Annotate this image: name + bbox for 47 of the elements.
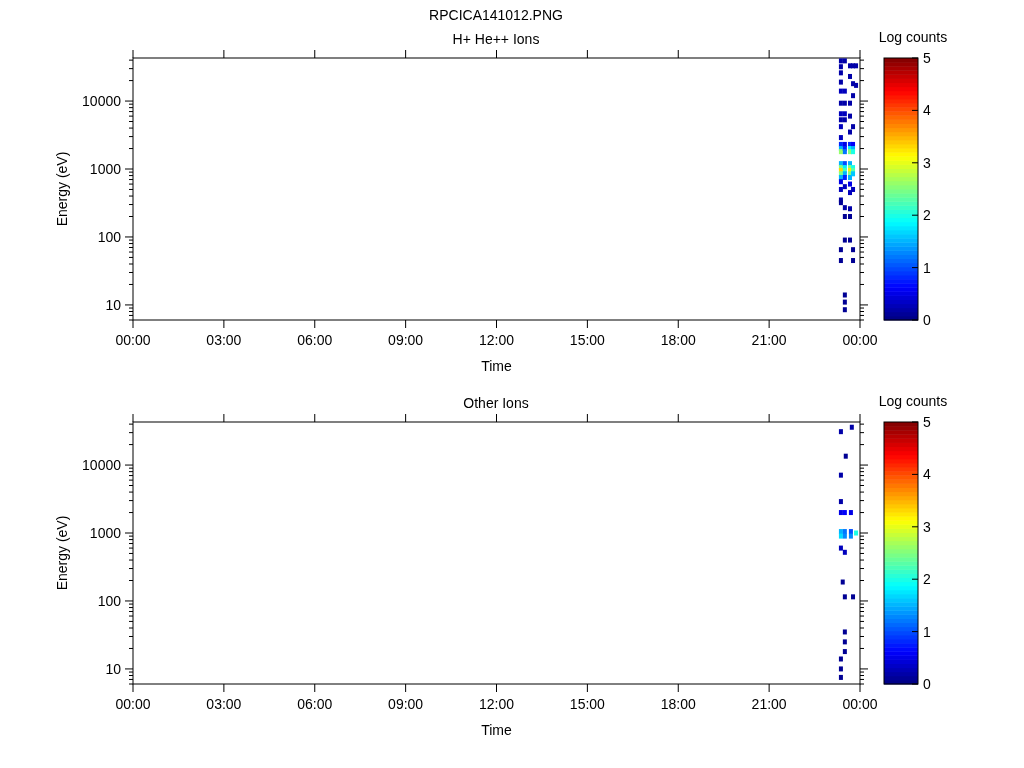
color-bar-label: 5 bbox=[923, 50, 931, 66]
x-tick-label: 18:00 bbox=[660, 332, 696, 348]
x-tick-label: 15:00 bbox=[569, 332, 606, 348]
color-bar-label: 4 bbox=[923, 102, 931, 119]
x-tick-label: 09:00 bbox=[388, 696, 424, 712]
y-tick-label: 10 bbox=[105, 660, 122, 677]
color-bar-title: Log counts bbox=[878, 393, 948, 409]
color-bar-label: 5 bbox=[923, 414, 931, 430]
y-axis-title: Energy (eV) bbox=[54, 515, 70, 591]
y-tick-label: 10000 bbox=[82, 457, 122, 474]
x-tick-label: 00:00 bbox=[842, 332, 878, 348]
x-axis-title: Time bbox=[481, 358, 513, 374]
y-tick-label: 100 bbox=[97, 228, 122, 245]
x-tick-label: 06:00 bbox=[297, 696, 333, 712]
x-tick-label: 12:00 bbox=[478, 332, 515, 348]
y-axis-title: Energy (eV) bbox=[54, 151, 70, 227]
color-bar-label: 2 bbox=[923, 571, 931, 588]
color-bar-label: 1 bbox=[923, 259, 931, 276]
x-tick-label: 15:00 bbox=[569, 696, 606, 712]
x-tick-label: 21:00 bbox=[751, 696, 787, 712]
y-tick-label: 100 bbox=[97, 592, 122, 609]
color-bar-label: 4 bbox=[923, 466, 931, 483]
x-tick-label: 03:00 bbox=[206, 696, 242, 712]
color-bar-label: 3 bbox=[923, 518, 931, 535]
color-bar-label: 2 bbox=[923, 207, 931, 224]
color-bar-label: 0 bbox=[923, 676, 931, 692]
x-tick-label: 18:00 bbox=[660, 696, 696, 712]
color-bar-title: Log counts bbox=[878, 29, 948, 45]
color-bar-label: 0 bbox=[923, 312, 931, 328]
x-tick-label: 00:00 bbox=[842, 696, 878, 712]
y-tick-label: 10 bbox=[105, 296, 122, 313]
color-bar-label: 3 bbox=[923, 154, 931, 171]
x-tick-label: 21:00 bbox=[751, 332, 787, 348]
chart-title: Other Ions bbox=[463, 395, 529, 411]
x-tick-label: 09:00 bbox=[388, 332, 424, 348]
chart-subtitle: H+ He++ Ions bbox=[452, 31, 540, 47]
x-tick-label: 12:00 bbox=[478, 696, 515, 712]
chart-title: RPCICA141012.PNG bbox=[429, 7, 563, 23]
x-axis-title: Time bbox=[481, 722, 513, 738]
x-tick-label: 06:00 bbox=[297, 332, 333, 348]
y-tick-label: 1000 bbox=[89, 525, 122, 542]
x-tick-label: 00:00 bbox=[115, 332, 151, 348]
x-tick-label: 03:00 bbox=[206, 332, 242, 348]
color-bar-label: 1 bbox=[923, 623, 931, 640]
y-tick-label: 10000 bbox=[82, 93, 122, 110]
y-tick-label: 1000 bbox=[89, 161, 122, 178]
x-tick-label: 00:00 bbox=[115, 696, 151, 712]
